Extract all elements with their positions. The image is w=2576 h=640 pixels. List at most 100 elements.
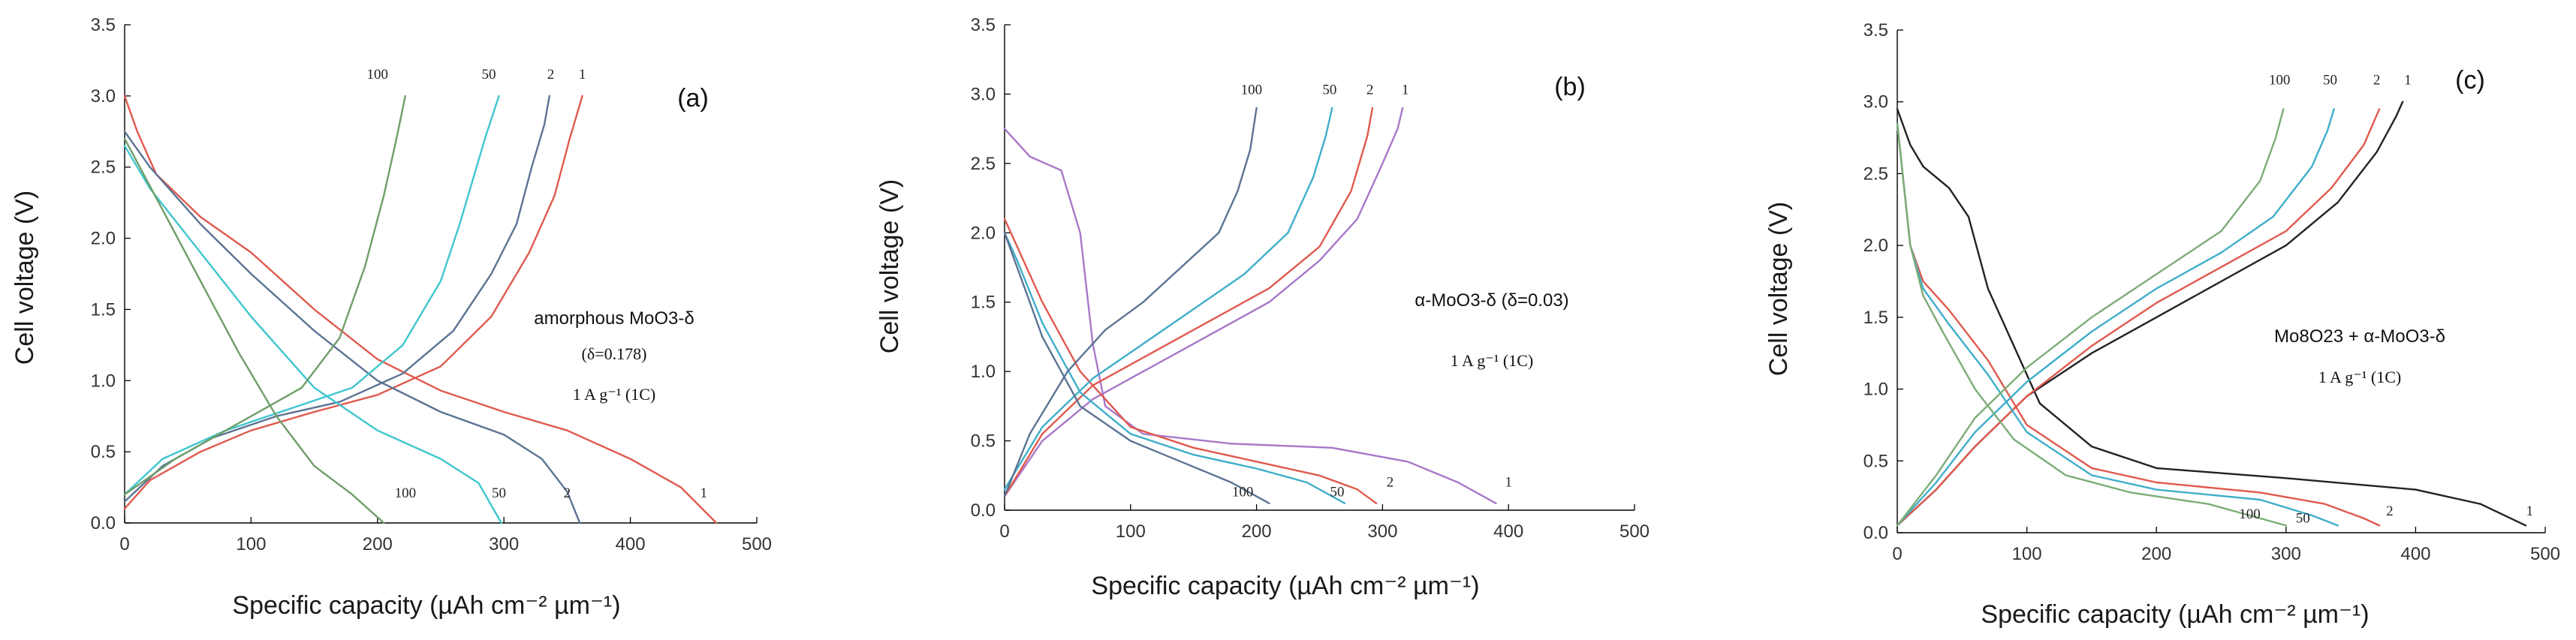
panel-a-charge-curve-cycle-1 <box>123 95 583 510</box>
panel-c-y-tick-label: 3.0 <box>1863 92 1888 113</box>
panel-b-charge-curve-cycle-2 <box>1003 107 1374 497</box>
panel-b-label: (b) <box>1554 73 1586 101</box>
panel-b-discharge-curve-cycle-2 <box>1003 218 1378 504</box>
panel-a-x-tick-label: 0 <box>119 534 129 554</box>
panel-c-discharge-curve-cycle-50 <box>1896 122 2339 527</box>
panel-c-y-tick-label: 3.5 <box>1863 20 1888 41</box>
panel-b-charge-label-cycle-1: 1 <box>1402 82 1409 98</box>
panel-c-label: (c) <box>2455 66 2485 95</box>
panel-a-x-tick-label: 100 <box>236 534 266 554</box>
panel-c-charge-label-cycle-2: 2 <box>2373 73 2381 89</box>
panel-c-discharge-curve-cycle-2 <box>1896 122 2381 527</box>
panel-a-y-tick-label: 1.5 <box>91 299 116 320</box>
panel-c-discharge-curve-cycle-100 <box>1896 122 2287 527</box>
panel-a-charge-label-cycle-50: 50 <box>481 67 496 83</box>
panel-b-discharge-curve-cycle-50 <box>1003 232 1346 504</box>
panel-a-discharge-label-cycle-50: 50 <box>492 485 506 501</box>
panel-a-x-tick-label: 300 <box>489 534 519 554</box>
panel-a-charge-label-cycle-100: 100 <box>367 67 389 83</box>
panel-c-y-tick-label: 1.0 <box>1863 380 1888 400</box>
panel-b-discharge-curve-cycle-1 <box>1003 128 1497 504</box>
panel-a-y-tick-label: 2.0 <box>91 229 116 249</box>
panel-c-charge-curve-cycle-100 <box>1896 108 2285 527</box>
panel-b-y-tick-label: 0.0 <box>971 500 996 521</box>
panel-a-discharge-curve-cycle-2 <box>123 131 581 524</box>
panel-b-charge-label-cycle-2: 2 <box>1366 82 1374 98</box>
panel-c-y-tick-label: 1.5 <box>1863 308 1888 328</box>
panel-c-x-tick-label: 200 <box>2141 544 2171 564</box>
panel-c-discharge-label-cycle-100: 100 <box>2239 506 2261 522</box>
panel-a-discharge-curve-cycle-100 <box>123 137 385 524</box>
panel-b: 0 100 200 300 400 500 0.0 0.5 1.0 1.5 2.0 2.5 3.0 3.5… <box>875 15 1650 600</box>
panel-a-y-axis-title: Cell voltage (V) <box>11 191 39 365</box>
panel-b-y-tick-label: 1.0 <box>971 362 996 382</box>
panel-a-discharge-curve-cycle-50 <box>123 145 502 524</box>
panel-a-charge-curve-cycle-2 <box>123 95 550 503</box>
panel-b-charge-curve-cycle-1 <box>1003 107 1404 497</box>
panel-b-y-tick-label: 0.5 <box>971 431 996 452</box>
panel-c-charge-curve-cycle-2 <box>1896 108 2381 527</box>
panel-b-x-tick-label: 400 <box>1493 521 1523 542</box>
panel-a-y-tick-label: 3.5 <box>91 15 116 35</box>
panel-b-y-axis-title: Cell voltage (V) <box>875 179 904 353</box>
panel-c-y-axis-title: Cell voltage (V) <box>1764 202 1793 376</box>
panel-b-annotation-rate: 1 A g⁻¹ (1C) <box>1451 351 1534 370</box>
panel-a-y-tick-label: 1.0 <box>91 371 116 391</box>
panel-c-y-tick-label: 2.0 <box>1863 236 1888 256</box>
panel-a-y-tick-label: 0.5 <box>91 442 116 462</box>
panel-b-charge-curve-cycle-50 <box>1003 107 1333 491</box>
panel-c-plot-area: 0 100 200 300 400 500 0.0 0.5 1.0 1.5 2.0 2.5 3.0 3.5… <box>1863 20 2560 564</box>
panel-b-plot-area: 0 100 200 300 400 500 0.0 0.5 1.0 1.5 2.0 2.5 3.0 3.5… <box>971 15 1650 542</box>
panel-b-charge-label-cycle-100: 100 <box>1241 82 1263 98</box>
panel-a-plot-area: 0 100 200 300 400 500 0.0 0.5 1.0 1.5 2.0 2.5 3.0 3.5… <box>91 15 772 554</box>
panel-b-x-tick-label: 300 <box>1367 521 1397 542</box>
panel-a-y-tick-label: 2.5 <box>91 158 116 178</box>
panel-b-charge-curve-cycle-100 <box>1003 107 1258 497</box>
panel-c-x-tick-label: 500 <box>2530 544 2560 564</box>
panel-c: 0 100 200 300 400 500 0.0 0.5 1.0 1.5 2.0 2.5 3.0 3.5… <box>1764 20 2560 629</box>
panel-c-charge-label-cycle-100: 100 <box>2269 73 2291 89</box>
panel-a-annotation-rate: 1 A g⁻¹ (1C) <box>573 385 656 404</box>
panel-c-charge-label-cycle-50: 50 <box>2323 73 2337 89</box>
panel-b-x-axis-title: Specific capacity (µAh cm⁻² µm⁻¹) <box>1091 572 1479 600</box>
panel-c-x-tick-label: 0 <box>1892 544 1902 564</box>
panel-a-x-axis-title: Specific capacity (µAh cm⁻² µm⁻¹) <box>232 591 620 620</box>
panel-a-annotation-delta: (δ=0.178) <box>582 344 647 363</box>
panel-b-y-tick-label: 3.0 <box>971 84 996 104</box>
panel-b-x-tick-label: 100 <box>1116 521 1146 542</box>
panel-b-charge-label-cycle-50: 50 <box>1322 82 1336 98</box>
panel-a-charge-curve-cycle-50 <box>123 95 500 496</box>
panel-c-charge-curve-cycle-1 <box>1896 101 2404 527</box>
panel-b-y-tick-label: 1.5 <box>971 293 996 313</box>
panel-b-y-tick-label: 2.5 <box>971 154 996 174</box>
panel-a-discharge-label-cycle-2: 2 <box>564 485 571 501</box>
panel-b-discharge-label-cycle-1: 1 <box>1505 475 1512 491</box>
panel-a-charge-curve-cycle-100 <box>123 95 406 496</box>
panel-a-label: (a) <box>677 84 709 113</box>
panel-c-discharge-label-cycle-1: 1 <box>2526 503 2534 519</box>
panel-c-x-axis-title: Specific capacity (µAh cm⁻² µm⁻¹) <box>1981 600 2369 629</box>
panel-b-discharge-label-cycle-50: 50 <box>1330 485 1344 500</box>
panel-a-charge-label-cycle-2: 2 <box>547 67 555 83</box>
panel-b-x-tick-label: 0 <box>999 521 1009 542</box>
panel-b-y-tick-label: 2.0 <box>971 223 996 243</box>
panel-c-y-tick-label: 0.0 <box>1863 523 1888 543</box>
panel-a-x-tick-label: 400 <box>616 534 646 554</box>
panel-a-x-tick-label: 500 <box>742 534 772 554</box>
panel-c-y-tick-label: 2.5 <box>1863 164 1888 184</box>
panel-a-y-tick-label: 0.0 <box>91 513 116 533</box>
panel-a-annotation-material: amorphous MoO3-δ <box>534 308 694 329</box>
panel-b-x-tick-label: 200 <box>1242 521 1272 542</box>
panel-b-discharge-label-cycle-100: 100 <box>1232 485 1254 500</box>
panel-c-x-tick-label: 100 <box>2012 544 2042 564</box>
panel-c-x-tick-label: 300 <box>2271 544 2301 564</box>
panel-a-y-tick-label: 3.0 <box>91 86 116 107</box>
panel-c-discharge-curve-cycle-1 <box>1896 108 2527 527</box>
panel-a-charge-label-cycle-1: 1 <box>579 67 586 83</box>
panel-b-discharge-label-cycle-2: 2 <box>1387 475 1394 491</box>
panel-c-y-tick-label: 0.5 <box>1863 451 1888 471</box>
panel-c-annotation-material: Mo8O23 + α-MoO3-δ <box>2274 326 2445 347</box>
panel-c-charge-curve-cycle-50 <box>1896 108 2335 527</box>
panel-a: 0 100 200 300 400 500 0.0 0.5 1.0 1.5 2.0 2.5 3.0 3.5… <box>11 15 772 620</box>
